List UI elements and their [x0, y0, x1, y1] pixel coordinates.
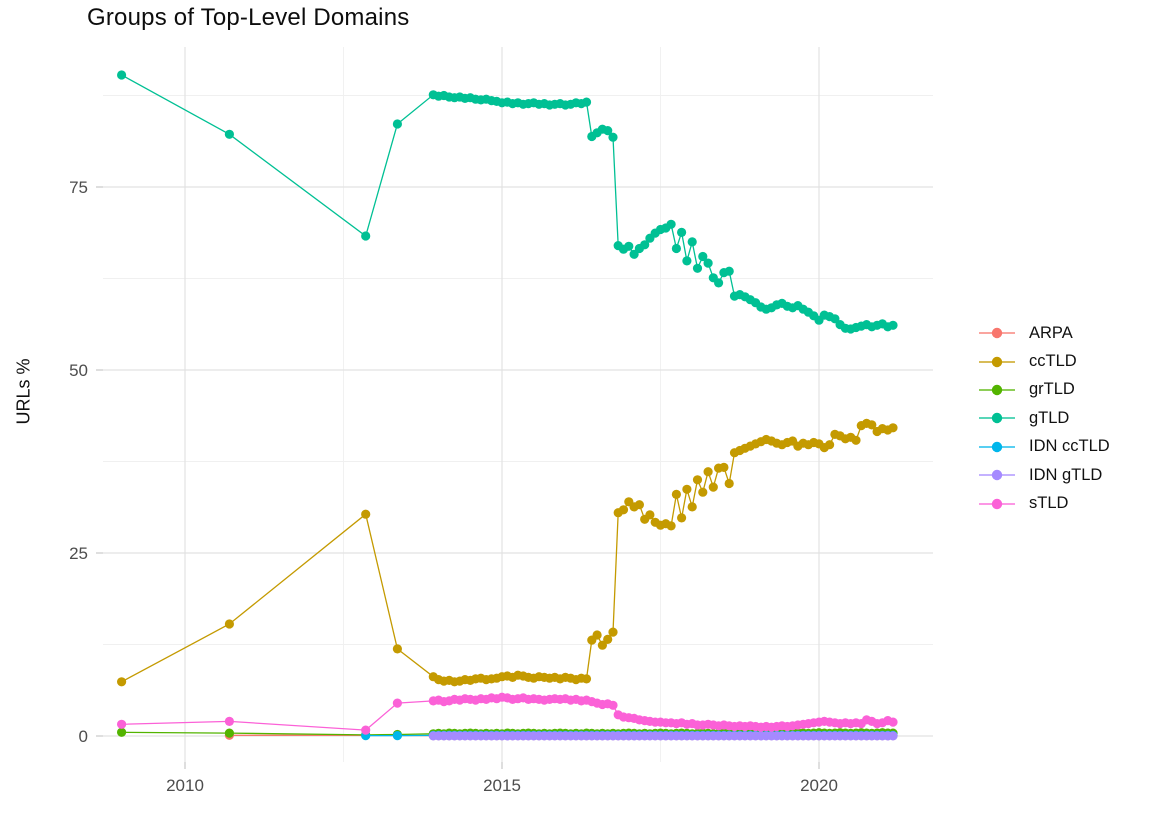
series-point-gtld	[640, 240, 650, 250]
legend-key-icon	[979, 413, 1015, 424]
series-point-gtld	[671, 243, 682, 254]
series-point-cctld	[603, 634, 613, 645]
legend-label: ccTLD	[1029, 352, 1077, 371]
series-point-gtld	[714, 278, 724, 288]
series-point-gtld	[682, 256, 692, 266]
legend-item-stld: sTLD	[977, 489, 1110, 517]
series-point-idn-cctld	[392, 731, 402, 741]
series-point-cctld	[645, 510, 655, 520]
series-point-gtld	[581, 97, 592, 107]
series-point-cctld	[224, 619, 234, 629]
series-point-cctld	[597, 640, 608, 650]
series-point-grtld	[224, 728, 234, 738]
legend-item-arpa: ARPA	[977, 319, 1110, 347]
series-point-cctld	[724, 478, 734, 489]
x-tick-label: 2010	[166, 776, 204, 795]
series-point-gtld	[224, 129, 234, 139]
series-point-gtld	[629, 249, 639, 259]
legend-key-icon	[979, 327, 1015, 339]
series-point-cctld	[851, 435, 861, 445]
series-point-cctld	[117, 677, 127, 687]
y-tick-label: 75	[69, 178, 88, 197]
series-point-cctld	[867, 420, 877, 430]
y-tick-label: 25	[69, 544, 88, 563]
series-point-cctld	[581, 674, 592, 684]
series-point-gtld	[724, 266, 734, 276]
series-point-cctld	[698, 487, 708, 497]
legend-key-icon	[979, 384, 1015, 396]
legend-item-gtld: gTLD	[977, 404, 1110, 432]
series-point-gtld	[687, 237, 697, 247]
legend-item-cctld: ccTLD	[977, 347, 1110, 375]
series-point-cctld	[634, 500, 645, 510]
legend: ARPA ccTLD grTLD gTLD IDN ccTLD IDN gTLD sTLD	[977, 319, 1110, 518]
series-point-cctld	[719, 462, 729, 472]
series-point-stld	[117, 719, 127, 729]
x-tick-label: 2020	[800, 776, 838, 795]
series-point-cctld	[671, 489, 682, 499]
series-line-gtld	[121, 74, 894, 330]
series-point-gtld	[624, 241, 634, 251]
legend-key-icon	[979, 469, 1015, 481]
legend-item-grtld: grTLD	[977, 376, 1110, 404]
series-point-gtld	[703, 258, 713, 268]
series-point-cctld	[618, 505, 629, 515]
legend-item-idn-gtld: IDN gTLD	[977, 461, 1110, 489]
series-point-gtld	[677, 227, 687, 237]
series-point-cctld	[888, 423, 898, 433]
series-point-stld	[361, 725, 371, 735]
x-tick-label: 2015	[483, 776, 521, 795]
y-tick-label: 50	[69, 361, 88, 380]
series-point-cctld	[361, 509, 371, 519]
series-point-cctld	[677, 513, 687, 523]
legend-label: gTLD	[1029, 408, 1070, 427]
series-point-cctld	[703, 467, 713, 477]
series-point-stld	[608, 700, 618, 710]
legend-label: ARPA	[1029, 323, 1073, 342]
series-point-gtld	[361, 231, 371, 241]
legend-label: IDN gTLD	[1029, 465, 1103, 484]
series-point-grtld	[117, 727, 127, 737]
legend-key-icon	[979, 356, 1015, 367]
y-tick-label: 0	[79, 727, 88, 746]
series-point-gtld	[666, 219, 676, 229]
series-point-cctld	[825, 440, 835, 450]
series-point-cctld	[692, 475, 703, 485]
series-point-stld	[888, 717, 898, 727]
series-point-gtld	[392, 119, 402, 129]
legend-key-icon	[979, 441, 1015, 452]
series-point-cctld	[708, 482, 718, 492]
series-point-cctld	[666, 521, 676, 531]
series-point-gtld	[698, 251, 708, 262]
series-point-stld	[224, 716, 234, 727]
series-point-gtld	[692, 263, 703, 273]
series-point-cctld	[592, 630, 602, 640]
legend-key-icon	[979, 498, 1015, 509]
series-point-cctld	[687, 502, 697, 512]
chart-title: Groups of Top-Level Domains	[87, 4, 410, 31]
series-point-idn-gtld	[888, 731, 898, 741]
legend-item-idn-cctld: IDN ccTLD	[977, 433, 1110, 461]
series-point-cctld	[392, 644, 402, 654]
legend-label: IDN ccTLD	[1029, 437, 1110, 456]
series-point-gtld	[117, 70, 127, 80]
legend-label: sTLD	[1029, 494, 1069, 513]
series-point-cctld	[608, 627, 618, 637]
series-point-gtld	[603, 126, 613, 136]
series-point-cctld	[682, 484, 692, 494]
series-point-gtld	[608, 132, 618, 142]
series-point-stld	[392, 698, 402, 708]
legend-label: grTLD	[1029, 380, 1075, 399]
series-point-gtld	[888, 320, 898, 330]
